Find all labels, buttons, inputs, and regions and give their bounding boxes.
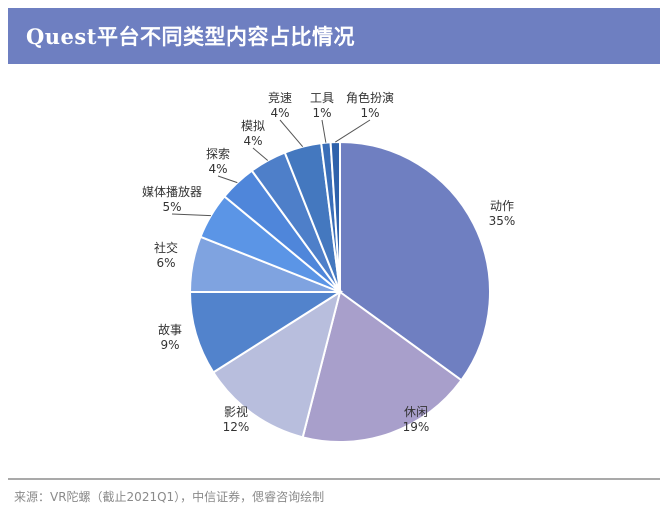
slice-category-label-3: 影视	[224, 404, 248, 419]
source-note: 来源：VR陀螺（截止2021Q1），中信证券，偲睿咨询绘制	[14, 490, 325, 504]
slice-category-label-8: 模拟	[241, 119, 265, 133]
leader-line-8	[252, 147, 269, 161]
leader-line-10	[321, 119, 327, 143]
pie-slice-1	[339, 140, 491, 382]
slice-value-label-5: 6%	[156, 256, 175, 270]
slice-value-label-11: 1%	[360, 106, 379, 120]
pie-chart: 动作35%休闲19%影视12%故事9%社交6%媒体播放器5%探索4%模拟4%竞速…	[142, 90, 516, 443]
title-bar: Quest平台不同类型内容占比情况	[8, 8, 660, 64]
slice-value-label-2: 19%	[403, 420, 430, 434]
pie-slice-11	[329, 140, 341, 293]
pie-slice-2	[301, 290, 463, 443]
slice-category-label-5: 社交	[154, 240, 178, 255]
leader-line-11	[335, 119, 371, 143]
slice-category-label-6: 媒体播放器	[142, 184, 202, 199]
slice-value-label-7: 4%	[208, 162, 227, 176]
slice-category-label-7: 探索	[206, 147, 230, 161]
slice-category-label-10: 工具	[310, 91, 334, 105]
slice-value-label-10: 1%	[312, 106, 331, 120]
pie-chart-area: 动作 35% 休闲 19% 影视 12% 故事 9% 社交 6% 媒体播放器 5% 探索 4% 模拟 4% 竞速…	[8, 64, 660, 476]
slice-category-label-4: 故事	[158, 322, 182, 337]
leader-line-6	[171, 213, 211, 217]
slice-category-label-2: 休闲	[404, 405, 428, 419]
slice-value-label-6: 5%	[162, 200, 181, 214]
chart-title: Quest平台不同类型内容占比情况	[26, 24, 355, 49]
leader-line-7	[217, 175, 238, 184]
slice-value-label-4: 9%	[160, 338, 179, 352]
slice-value-label-9: 4%	[270, 106, 289, 120]
slice-value-label-1: 35%	[489, 214, 516, 228]
pie-slice-3	[211, 289, 342, 439]
leader-line-9	[279, 119, 304, 148]
pie-slice-4	[188, 291, 344, 374]
footer-divider	[8, 478, 660, 480]
slice-value-label-8: 4%	[243, 134, 262, 148]
slice-category-label-11: 角色扮演	[346, 90, 394, 105]
slice-category-label-9: 竞速	[268, 91, 292, 105]
slice-category-label-1: 动作	[490, 199, 514, 213]
slice-value-label-3: 12%	[223, 420, 250, 434]
